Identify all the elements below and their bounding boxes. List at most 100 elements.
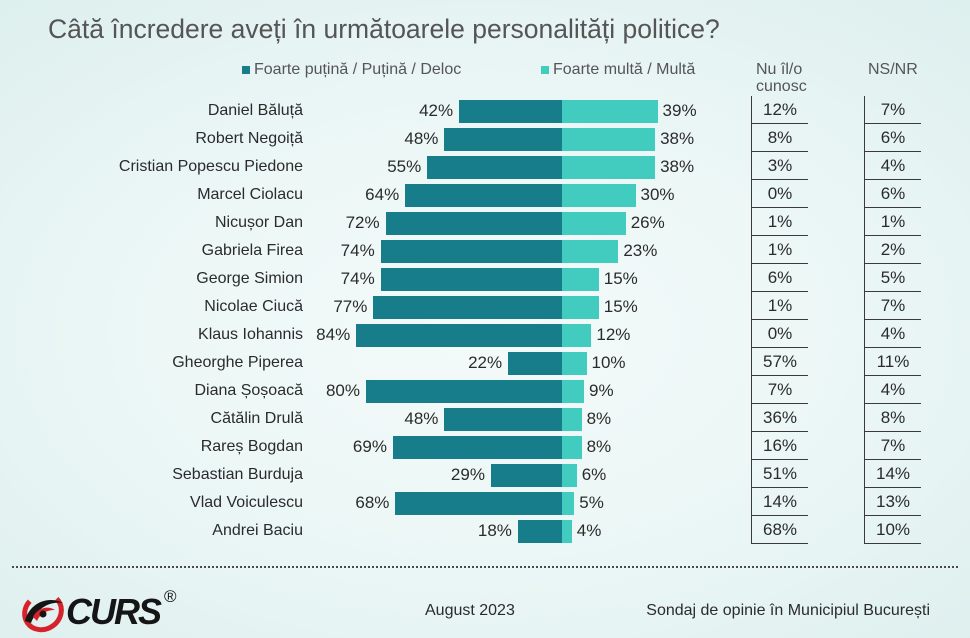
table-cell-unknown: 36% [751,404,808,432]
table-cell-ns-nr: 13% [864,488,921,516]
value-label-distrust: 84% [316,325,351,344]
category-label: Rareș Bogdan [200,438,303,455]
value-label-distrust: 29% [450,465,485,484]
bar-trust [562,183,636,207]
category-label: Robert Negoiță [195,130,303,147]
category-label: Vlad Voiculescu [190,494,303,511]
bar-distrust [395,491,562,515]
legend-item-distrust: Foarte puțină / Puțină / Deloc [242,60,461,80]
legend-swatch-distrust [242,66,250,74]
column-header-ns-nr: NS/NR [868,61,918,78]
survey-source: Sondaj de opinie în Municipiul București [646,602,930,619]
table-cell-unknown: 68% [751,516,808,544]
table-cell-ns-nr: 14% [864,460,921,488]
value-label-trust: 8% [586,437,612,456]
bar-distrust [392,435,562,459]
value-label-distrust: 68% [355,493,390,512]
value-label-distrust: 48% [404,409,439,428]
value-label-trust: 23% [623,241,658,260]
bar-distrust [373,295,562,319]
table-cell-ns-nr: 4% [864,320,921,348]
value-label-distrust: 77% [333,297,368,316]
category-label: Marcel Ciolacu [197,186,303,203]
bar-trust [562,155,656,179]
curs-swirl-logo-icon [22,591,64,633]
value-label-trust: 38% [660,157,695,176]
value-label-trust: 10% [591,353,626,372]
value-label-trust: 4% [576,521,602,540]
bar-distrust [366,379,562,403]
legend-swatch-trust [541,66,549,74]
value-label-trust: 5% [579,493,604,512]
table-cell-ns-nr: 1% [864,208,921,236]
column-header-unknown: Nu îl/o cunosc [756,61,807,95]
bar-distrust [380,267,562,291]
curs-logo: CURS ® [20,588,190,636]
bar-distrust [508,351,562,375]
table-cell-unknown: 1% [751,236,808,264]
legend-label-distrust: Foarte puțină / Puțină / Deloc [254,61,462,78]
table-cell-ns-nr: 4% [864,152,921,180]
table-cell-unknown: 0% [751,180,808,208]
value-label-distrust: 48% [404,129,439,148]
footer-divider [12,566,958,568]
value-label-trust: 15% [603,297,638,316]
table-cell-ns-nr: 7% [864,96,921,124]
bar-distrust [427,155,562,179]
logo-wordmark: CURS [66,591,162,632]
table-cell-ns-nr: 10% [864,516,921,544]
value-label-distrust: 80% [325,381,360,400]
table-cell-unknown: 7% [751,376,808,404]
bar-distrust [459,99,562,123]
value-label-trust: 26% [630,213,665,232]
bar-trust [562,351,587,375]
value-label-distrust: 18% [477,521,512,540]
category-label: Cristian Popescu Piedone [118,158,303,175]
category-label: Daniel Băluță [207,102,303,119]
legend-label-trust: Foarte multă / Multă [553,61,696,78]
table-cell-unknown: 14% [751,488,808,516]
bar-trust [562,211,626,235]
category-label: Klaus Iohannis [198,326,303,343]
value-label-trust: 38% [660,129,695,148]
bar-trust [562,127,656,151]
table-cell-unknown: 6% [751,264,808,292]
bar-trust [562,295,599,319]
table-cell-unknown: 51% [751,460,808,488]
bar-distrust [385,211,562,235]
table-cell-ns-nr: 8% [864,404,921,432]
value-label-trust: 6% [581,465,607,484]
value-label-distrust: 69% [352,437,387,456]
table-cell-ns-nr: 6% [864,124,921,152]
table-cell-unknown: 57% [751,348,808,376]
bar-trust [562,435,582,459]
category-label: Gheorghe Piperea [172,354,303,371]
value-label-trust: 8% [586,409,612,428]
value-label-trust: 15% [603,269,638,288]
bar-trust [562,463,577,487]
value-label-distrust: 74% [340,241,375,260]
bar-trust [562,323,592,347]
value-label-trust: 12% [596,325,631,344]
category-label: Sebastian Burduja [172,466,303,483]
table-cell-unknown: 8% [751,124,808,152]
bar-distrust [517,519,562,543]
table-cell-ns-nr: 6% [864,180,921,208]
table-cell-unknown: 12% [751,96,808,124]
bar-distrust [444,407,562,431]
value-label-distrust: 55% [387,157,422,176]
bar-trust [562,379,585,403]
bar-trust [562,407,582,431]
survey-date: August 2023 [425,602,515,619]
category-label: Andrei Baciu [212,522,303,539]
table-cell-unknown: 16% [751,432,808,460]
chart-title: Câtă încredere aveți în următoarele pers… [48,14,720,44]
bar-distrust [490,463,562,487]
bar-distrust [356,323,562,347]
table-cell-ns-nr: 7% [864,292,921,320]
value-label-distrust: 64% [365,185,400,204]
table-cell-ns-nr: 11% [864,348,921,376]
bar-distrust [380,239,562,263]
bar-distrust [444,127,562,151]
bar-trust [562,267,599,291]
